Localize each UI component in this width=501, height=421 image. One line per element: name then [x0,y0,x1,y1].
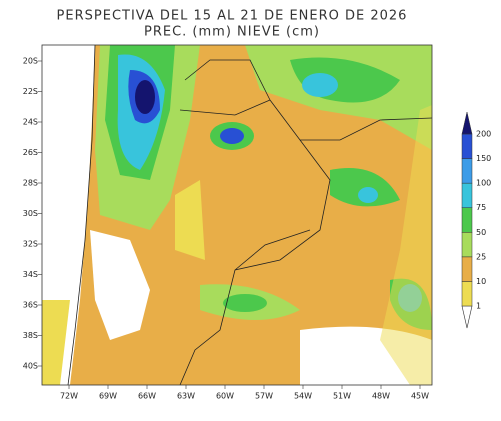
lon-label: 69W [99,392,117,401]
colorbar-label: 200 [476,130,491,139]
lon-label: 57W [255,392,273,401]
lon-label: 60W [216,392,234,401]
colorbar-segment [461,207,473,233]
precip-field [42,45,432,385]
lat-label: 40S [23,362,38,371]
colorbar-label: 50 [476,228,486,237]
colorbar-segment [461,158,473,184]
colorbar-upper-tip [461,111,473,135]
lat-label: 36S [23,301,38,310]
colorbar-segment [461,256,473,282]
lat-label: 30S [23,209,38,218]
colorbar-label: 100 [476,179,491,188]
colorbar-label: 10 [476,277,486,286]
lon-label: 54W [294,392,312,401]
lon-label: 72W [60,392,78,401]
lat-label: 24S [23,118,38,127]
colorbar-label: 150 [476,154,491,163]
lat-label: 20S [23,57,38,66]
lon-label: 63W [177,392,195,401]
colorbar-segment [461,232,473,258]
lat-label: 34S [23,270,38,279]
map-frame [41,44,433,386]
colorbar-lower-tip [461,305,473,329]
colorbar-segment [461,182,473,208]
lon-label: 51W [333,392,351,401]
lon-label: 45W [411,392,429,401]
title-line: PERSPECTIVA DEL 15 AL 21 DE ENERO DE 202… [57,9,408,24]
subtitle-line: PREC. (mm) NIEVE (cm) [144,25,320,40]
lon-label: 66W [138,392,156,401]
lat-label: 38S [23,331,38,340]
colorbar-label: 25 [476,252,486,261]
lat-label: 32S [23,240,38,249]
lat-label: 26S [23,148,38,157]
lat-label: 28S [23,179,38,188]
lon-label: 48W [372,392,390,401]
colorbar-label: 1 [476,302,481,311]
colorbar-label: 75 [476,203,486,212]
lat-label: 22S [23,87,38,96]
colorbar-segment [461,281,473,307]
colorbar-segment [461,133,473,159]
